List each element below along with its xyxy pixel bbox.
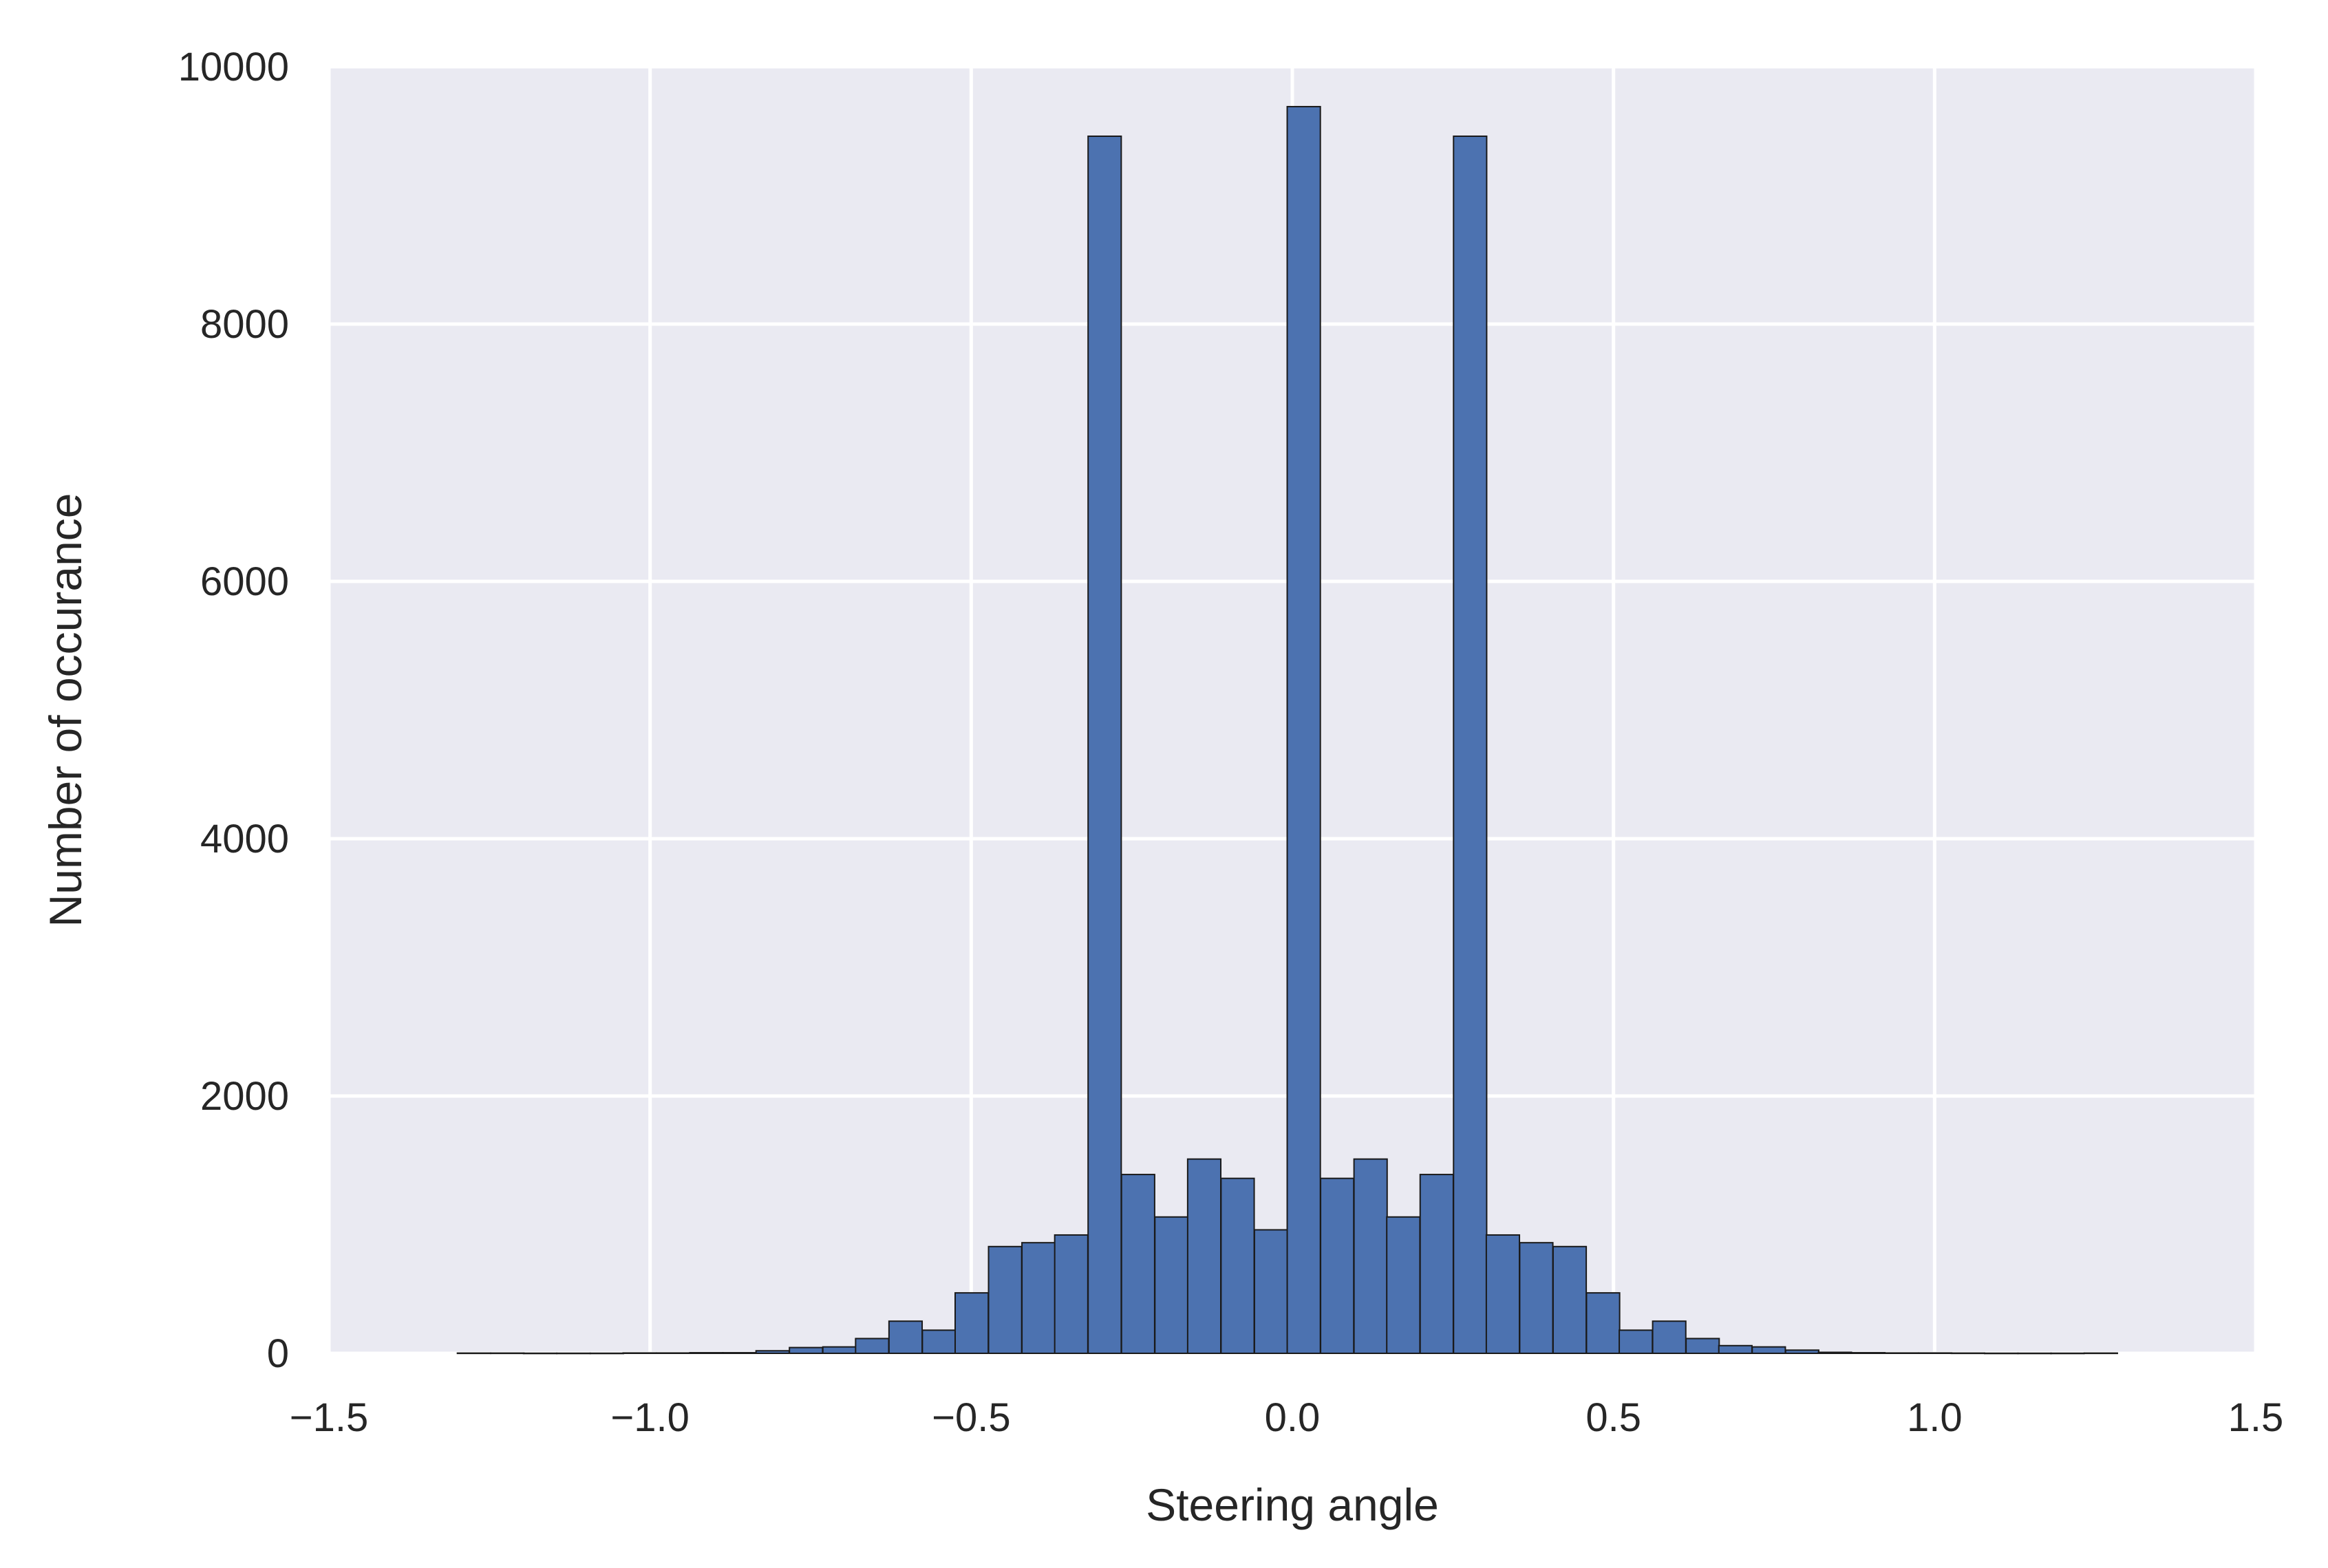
- x-tick-label: −1.5: [290, 1395, 369, 1440]
- histogram-bar: [1453, 135, 1488, 1355]
- x-tick-label: −0.5: [932, 1395, 1011, 1440]
- histogram-bar: [888, 1320, 923, 1354]
- histogram-bar: [1154, 1216, 1189, 1355]
- x-tick-label: 0.0: [1265, 1395, 1321, 1440]
- histogram-bar: [456, 1352, 491, 1355]
- histogram-bar: [1950, 1352, 1985, 1355]
- histogram-bar: [1685, 1338, 1720, 1354]
- histogram-bar: [789, 1346, 824, 1354]
- x-tick-label: −1.0: [610, 1395, 690, 1440]
- histogram-bar: [1253, 1229, 1289, 1354]
- histogram-bar: [2017, 1352, 2052, 1355]
- histogram-bar: [1320, 1177, 1355, 1355]
- histogram-bar: [1286, 105, 1321, 1355]
- histogram-bar: [1485, 1234, 1521, 1354]
- histogram-bar: [1619, 1329, 1654, 1354]
- histogram-bar: [1784, 1349, 1819, 1354]
- histogram-bar: [822, 1346, 857, 1355]
- histogram-bar: [1186, 1158, 1222, 1354]
- y-axis-label: Number of occurance: [40, 493, 91, 927]
- x-tick-label: 1.5: [2228, 1395, 2284, 1440]
- histogram-bar: [1984, 1352, 2019, 1355]
- histogram-bar: [1519, 1242, 1554, 1355]
- y-tick-label: 10000: [178, 45, 289, 89]
- histogram-bar: [921, 1329, 957, 1354]
- x-axis-label: Steering angle: [1146, 1479, 1439, 1530]
- histogram-bar: [556, 1352, 591, 1355]
- histogram-bar: [522, 1352, 557, 1355]
- histogram-bar: [1220, 1177, 1255, 1355]
- histogram-bar: [1652, 1320, 1687, 1354]
- histogram-bar: [1021, 1242, 1056, 1355]
- histogram-bar: [1585, 1292, 1621, 1354]
- histogram-bar: [2050, 1352, 2085, 1355]
- y-tick-label: 6000: [200, 559, 289, 604]
- histogram-bar: [1353, 1158, 1388, 1354]
- histogram-bar: [1120, 1174, 1155, 1354]
- x-tick-label: 0.5: [1585, 1395, 1641, 1440]
- histogram-bar: [1751, 1346, 1786, 1355]
- histogram-bar: [755, 1350, 790, 1355]
- histogram-bar: [1552, 1245, 1588, 1355]
- histogram-bar: [987, 1245, 1023, 1355]
- histogram-bar: [589, 1352, 625, 1355]
- histogram-bar: [1718, 1344, 1753, 1355]
- histogram-bar: [855, 1338, 890, 1354]
- x-tick-label: 1.0: [1907, 1395, 1963, 1440]
- histogram-bar: [1386, 1216, 1421, 1355]
- y-tick-label: 4000: [200, 817, 289, 861]
- x-tick-labels: −1.5 −1.0 −0.5 0.0 0.5 1.0 1.5: [290, 1395, 2284, 1440]
- histogram-bar: [1087, 135, 1122, 1355]
- histogram-bar: [2083, 1352, 2118, 1355]
- y-tick-label: 2000: [200, 1074, 289, 1119]
- histogram-bar: [490, 1352, 525, 1355]
- histogram-bar: [1419, 1174, 1454, 1354]
- y-tick-label: 0: [267, 1331, 289, 1376]
- y-tick-labels: 0 2000 4000 6000 8000 10000: [178, 45, 289, 1376]
- y-tick-label: 8000: [200, 302, 289, 347]
- histogram-bar: [1054, 1234, 1089, 1354]
- histogram-bars: [456, 105, 2118, 1355]
- histogram-bar: [954, 1292, 990, 1354]
